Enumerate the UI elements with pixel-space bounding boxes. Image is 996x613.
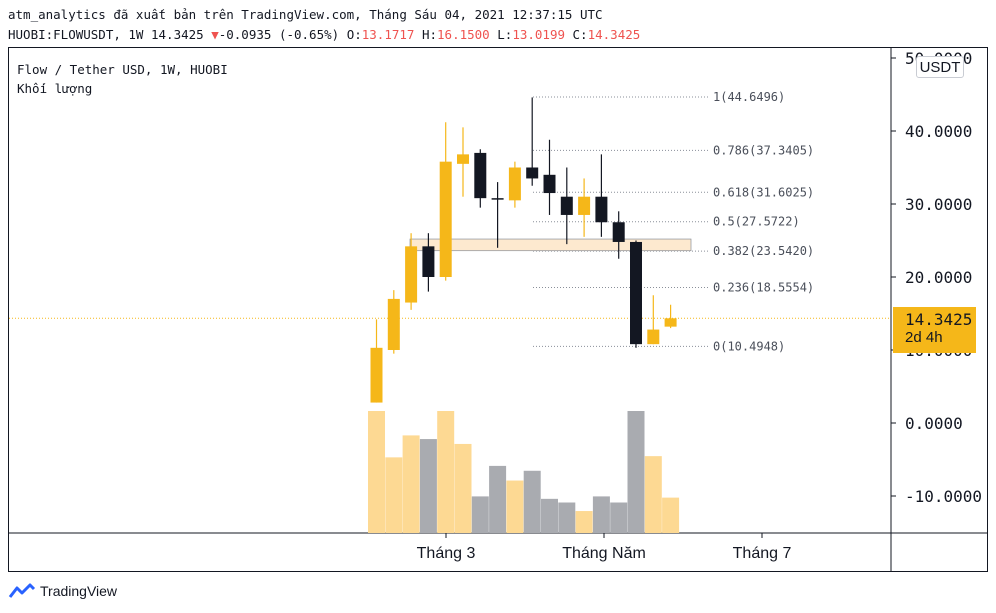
candle-body (664, 318, 677, 327)
last-price-tag: 14.3425 2d 4h (893, 307, 976, 353)
fib-level-label: 0.382(23.5420) (713, 244, 814, 258)
price-tick-label: 40.0000 (905, 122, 972, 141)
candle[interactable] (630, 240, 642, 348)
symbol-info-line: HUOBI:FLOWUSDT, 1W 14.3425 ▼-0.0935 (-0.… (8, 27, 640, 42)
fib-level-label: 0.786(37.3405) (713, 143, 814, 157)
candle[interactable] (422, 233, 435, 292)
volume-bar (385, 457, 403, 533)
candle[interactable] (595, 154, 608, 237)
time-tick-label: Tháng Năm (562, 545, 646, 562)
candle[interactable] (370, 319, 383, 403)
volume-bar (592, 496, 610, 533)
chart-legend-title: Flow / Tether USD, 1W, HUOBI (17, 62, 228, 77)
candle-body (474, 152, 487, 199)
volume-bar (558, 502, 576, 533)
candle-body (405, 246, 418, 303)
candle[interactable] (560, 167, 573, 245)
candle-body (508, 167, 521, 201)
candle[interactable] (508, 161, 521, 208)
candle[interactable] (664, 304, 677, 329)
fib-level-label: 0(10.4948) (713, 339, 785, 353)
candle-body (578, 196, 591, 215)
fib-level-label: 1(44.6496) (713, 90, 785, 104)
candle-body (630, 241, 642, 345)
candle-body (387, 298, 400, 350)
ohlc-high-value: 16.1500 (437, 27, 490, 42)
change-down-icon: ▼ (211, 27, 219, 42)
candle-body (370, 347, 383, 403)
volume-bar (489, 465, 507, 533)
footer-brand: TradingView (40, 583, 118, 599)
volume-bar (541, 498, 558, 533)
fib-level-label: 0.236(18.5554) (713, 281, 814, 295)
ohlc-low-value: 13.0199 (512, 27, 565, 42)
candle[interactable] (387, 290, 400, 354)
footer[interactable]: TradingView (8, 583, 117, 599)
price-tick-label: 30.0000 (905, 195, 972, 214)
volume-bar (575, 511, 593, 533)
candle[interactable] (457, 127, 469, 197)
candle-body (439, 161, 452, 277)
ohlc-close-label: C: (572, 27, 588, 42)
candle-body (543, 174, 556, 194)
time-tick-label: Tháng 3 (417, 545, 476, 562)
candle-body (595, 196, 608, 223)
tradingview-logo-icon (8, 583, 36, 598)
price-tick-label: 20.0000 (905, 268, 972, 287)
candle[interactable] (612, 211, 625, 259)
support-zone[interactable] (409, 238, 692, 252)
last-price: 14.3425 (905, 310, 973, 329)
candle[interactable] (526, 97, 539, 186)
volume-legend: Khối lượng (17, 81, 93, 96)
publish-info: atm_analytics đã xuất bản trên TradingVi… (8, 7, 603, 22)
candle-body (457, 154, 469, 164)
ohlc-open-label: O: (346, 27, 362, 42)
volume-bar (662, 497, 680, 533)
candle-body (526, 167, 539, 179)
candle[interactable] (543, 139, 556, 215)
volume-bar (437, 411, 455, 533)
candle[interactable] (405, 233, 418, 310)
candle[interactable] (491, 182, 504, 248)
candle[interactable] (578, 178, 591, 237)
price-tick-label: -10.0000 (905, 487, 982, 506)
volume-bar (454, 443, 472, 533)
candle-body (612, 222, 625, 242)
volume-bar (368, 411, 385, 533)
volume-bar (471, 496, 489, 533)
volume-bar (506, 480, 524, 533)
candle-body (560, 196, 573, 215)
candle[interactable] (439, 122, 452, 281)
currency-button[interactable]: USDT (916, 56, 964, 78)
ohlc-open-value: 13.1717 (361, 27, 415, 42)
bar-countdown: 2d 4h (905, 329, 943, 346)
symbol-info: HUOBI:FLOWUSDT, 1W 14.3425 (8, 27, 204, 42)
fib-level-label: 0.618(31.6025) (713, 185, 814, 199)
fib-level-label: 0.5(27.5722) (713, 215, 800, 229)
ohlc-close-value: 14.3425 (587, 27, 641, 42)
price-change: -0.0935 (-0.65%) (218, 27, 340, 42)
volume-bar (644, 456, 662, 533)
volume-bar (523, 470, 541, 533)
volume-bar (610, 502, 628, 533)
candle[interactable] (647, 295, 660, 345)
volume-bar (627, 411, 645, 533)
volume-bar (402, 435, 420, 533)
time-tick-label: Tháng 7 (733, 545, 792, 562)
volume-bar (419, 439, 437, 533)
candle-body (491, 198, 504, 200)
candle-body (422, 246, 435, 277)
ohlc-low-label: L: (497, 27, 513, 42)
candle[interactable] (474, 149, 487, 208)
price-tick-label: 0.0000 (905, 414, 963, 433)
candle-body (647, 329, 660, 345)
chart-frame (8, 47, 988, 572)
ohlc-high-label: H: (421, 27, 438, 42)
